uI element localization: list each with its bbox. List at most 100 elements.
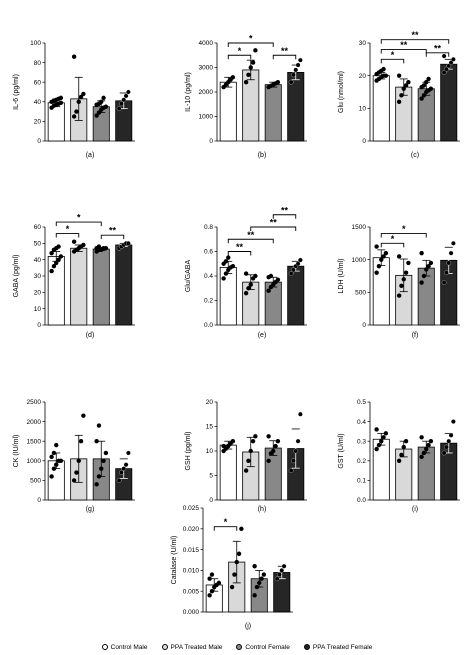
bar <box>417 88 435 142</box>
y-tick-label: 0.1 <box>357 478 366 485</box>
data-point <box>51 450 57 456</box>
significance-bracket <box>55 233 80 238</box>
legend-item-control-female: Control Female <box>236 640 290 654</box>
data-point <box>446 438 452 444</box>
data-point <box>78 439 84 444</box>
data-point <box>424 267 429 272</box>
data-point <box>221 276 226 281</box>
data-point <box>71 478 77 483</box>
y-tick-label: 100 <box>30 40 41 47</box>
data-point <box>399 93 404 98</box>
data-point <box>444 66 449 72</box>
y-axis-label: Catalase (U/ml) <box>171 536 178 585</box>
data-point <box>243 80 249 85</box>
data-point <box>451 56 456 62</box>
bar <box>417 267 435 326</box>
bar <box>70 247 88 326</box>
data-point <box>428 260 434 266</box>
data-point <box>419 250 424 256</box>
y-tick-label: 0.2 <box>204 298 213 305</box>
y-tick-label: 40 <box>34 99 42 106</box>
significance-label: * <box>391 234 395 244</box>
data-point <box>271 448 276 454</box>
bar <box>264 447 282 501</box>
data-point <box>421 83 427 88</box>
y-tick-label: 1500 <box>27 438 42 445</box>
legend-item-ppa-male: PPA Treated Male <box>161 640 222 654</box>
data-point <box>421 93 427 98</box>
data-point <box>226 255 231 260</box>
data-point <box>246 72 251 78</box>
data-point <box>403 439 409 444</box>
data-point <box>248 65 253 70</box>
chart-panel: 0.000 0.005 0.010 0.015 0.020 0.025 Catalase (… <box>171 505 293 630</box>
data-point <box>58 254 64 259</box>
significance-label: ** <box>109 226 117 236</box>
data-point <box>207 576 212 581</box>
significance-label: ** <box>247 230 255 240</box>
data-point <box>381 435 386 440</box>
data-point <box>71 54 77 59</box>
data-point <box>230 264 236 269</box>
significance-bracket <box>100 234 125 240</box>
bar <box>92 248 110 326</box>
data-point <box>291 458 296 464</box>
panel-label: (f) <box>412 332 419 339</box>
data-point <box>288 79 294 85</box>
legend-swatch-control-female <box>236 644 243 650</box>
y-tick-label: 0 <box>209 138 213 145</box>
data-point <box>421 273 427 279</box>
data-point <box>448 250 454 256</box>
data-point <box>257 580 262 586</box>
data-point <box>230 439 236 444</box>
bar <box>372 75 390 142</box>
data-point <box>103 450 109 456</box>
significance-bracket <box>227 42 274 47</box>
data-point <box>446 63 452 69</box>
y-axis-label: GSH (pg/ml) <box>185 432 192 471</box>
data-point <box>126 89 131 95</box>
data-point <box>426 264 431 269</box>
data-point <box>401 444 406 450</box>
y-tick-label: 1000 <box>199 114 214 121</box>
data-point <box>396 73 402 78</box>
significance-bracket <box>272 54 297 60</box>
y-tick-label: 2000 <box>199 89 214 96</box>
data-point <box>103 246 109 251</box>
data-point <box>239 526 244 531</box>
legend-label: Control Male <box>110 643 148 651</box>
bar <box>372 257 390 326</box>
y-tick-label: 0.6 <box>204 249 213 256</box>
data-point <box>126 450 131 456</box>
y-axis-label: CK (IU/ml) <box>13 435 20 468</box>
data-point <box>254 584 260 590</box>
data-point <box>243 290 249 296</box>
y-tick-label: 0.020 <box>183 526 200 533</box>
panel-label: (d) <box>86 332 95 339</box>
significance-bracket <box>55 221 102 227</box>
data-point <box>274 576 280 582</box>
significance-bracket <box>213 526 238 531</box>
data-point <box>229 584 235 590</box>
y-axis-label: IL-6 (pg/ml) <box>13 74 20 110</box>
y-tick-label: 30 <box>34 273 42 280</box>
data-point <box>376 442 382 448</box>
y-tick-label: 60 <box>34 224 42 231</box>
y-tick-label: 50 <box>34 241 42 248</box>
legend-item-control-male: Control Male <box>101 640 148 654</box>
chart-panel: 0 500 1000 1500 2000 2500 CK (IU/ml) (g) <box>13 399 135 513</box>
data-point <box>74 109 79 114</box>
significance-bracket <box>380 242 405 248</box>
bar <box>219 444 237 501</box>
y-tick-label: 40 <box>34 257 42 264</box>
data-point <box>121 97 127 103</box>
bar <box>440 63 458 142</box>
data-point <box>101 95 106 101</box>
y-tick-label: 3000 <box>199 65 214 72</box>
data-point <box>126 240 131 246</box>
chart-panel: 0 500 1000 1500 LDH (U/ml) (f) * * <box>338 224 460 339</box>
data-point <box>403 83 409 88</box>
data-point <box>81 242 86 248</box>
